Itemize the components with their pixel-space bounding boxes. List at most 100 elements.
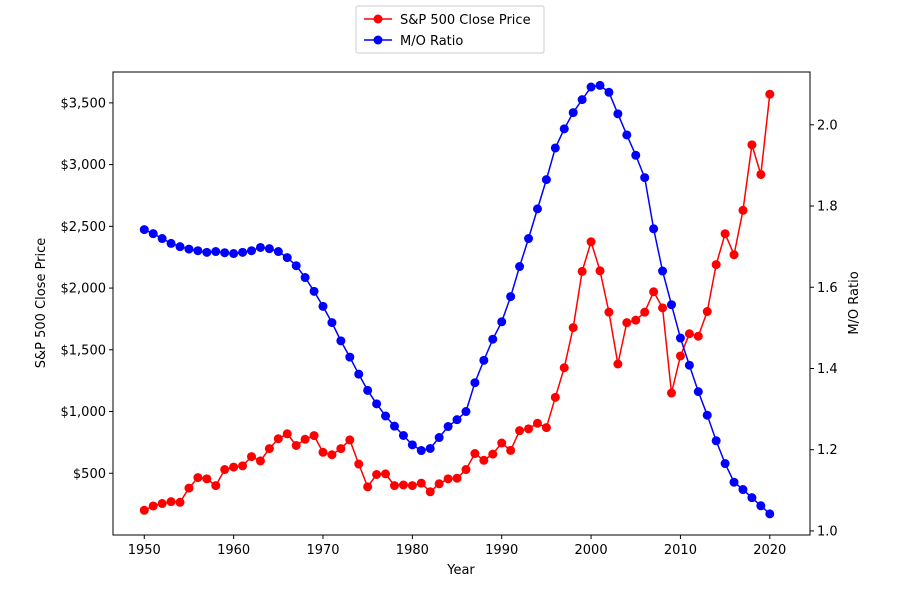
data-point bbox=[622, 130, 632, 140]
data-point bbox=[291, 261, 301, 271]
right-y-tick-label: 1.4 bbox=[817, 362, 838, 377]
legend-label-sp500: S&P 500 Close Price bbox=[400, 13, 531, 28]
left-y-axis-label: S&P 500 Close Price bbox=[34, 238, 49, 369]
data-point bbox=[532, 204, 542, 214]
data-point bbox=[425, 443, 435, 453]
data-point bbox=[729, 477, 739, 487]
legend-swatch-marker-mo-ratio bbox=[373, 35, 383, 45]
data-point bbox=[640, 173, 650, 183]
data-point bbox=[264, 244, 274, 254]
data-point bbox=[693, 387, 703, 397]
data-point bbox=[613, 109, 623, 119]
data-point bbox=[479, 455, 489, 465]
data-point bbox=[711, 436, 721, 446]
data-point bbox=[550, 143, 560, 153]
data-point bbox=[452, 415, 462, 425]
data-point bbox=[336, 336, 346, 346]
data-point bbox=[461, 465, 471, 475]
data-point bbox=[684, 329, 694, 339]
data-point bbox=[506, 445, 516, 455]
data-point bbox=[389, 481, 399, 491]
data-point bbox=[631, 150, 641, 160]
data-point bbox=[524, 424, 534, 434]
data-point bbox=[497, 438, 507, 448]
data-point bbox=[595, 80, 605, 90]
data-point bbox=[309, 431, 319, 441]
data-point bbox=[532, 418, 542, 428]
right-y-axis-ticks: 1.0 1.2 1.4 1.6 1.8 2.0 bbox=[810, 118, 838, 539]
data-point bbox=[157, 499, 167, 509]
data-point bbox=[711, 260, 721, 270]
data-point bbox=[693, 331, 703, 341]
data-point bbox=[327, 318, 337, 328]
right-y-tick-label: 1.0 bbox=[817, 524, 838, 539]
data-point bbox=[729, 250, 739, 260]
data-point bbox=[604, 307, 614, 317]
series-mo-ratio bbox=[139, 80, 775, 519]
x-tick-label: 2020 bbox=[753, 543, 786, 558]
data-point bbox=[381, 411, 391, 421]
data-point bbox=[541, 175, 551, 185]
data-point bbox=[658, 303, 668, 313]
data-point bbox=[631, 315, 641, 325]
data-point bbox=[389, 421, 399, 431]
data-point bbox=[568, 323, 578, 333]
left-y-tick-label: $3,500 bbox=[61, 96, 107, 111]
data-point bbox=[720, 459, 730, 469]
data-point bbox=[738, 205, 748, 215]
data-point bbox=[640, 307, 650, 317]
data-point bbox=[506, 292, 516, 302]
data-point bbox=[586, 82, 596, 92]
data-point bbox=[300, 273, 310, 283]
data-point bbox=[184, 244, 194, 254]
right-y-tick-label: 1.6 bbox=[817, 281, 838, 296]
left-y-tick-label: $1,000 bbox=[61, 405, 107, 420]
x-tick-label: 1980 bbox=[396, 543, 429, 558]
legend-frame bbox=[355, 5, 545, 54]
left-y-tick-label: $500 bbox=[73, 467, 106, 482]
data-point bbox=[649, 287, 659, 297]
data-point bbox=[675, 333, 685, 343]
data-point bbox=[220, 248, 230, 258]
data-point bbox=[318, 301, 328, 311]
data-point bbox=[666, 300, 676, 310]
data-point bbox=[193, 246, 203, 256]
data-point bbox=[407, 440, 417, 450]
data-point bbox=[255, 456, 265, 466]
data-point bbox=[202, 247, 212, 257]
right-y-tick-label: 1.2 bbox=[817, 443, 838, 458]
data-point bbox=[166, 238, 176, 248]
data-point bbox=[398, 480, 408, 490]
data-point bbox=[747, 493, 757, 503]
series-line bbox=[143, 84, 771, 515]
data-point bbox=[166, 497, 176, 507]
data-point bbox=[211, 481, 221, 491]
data-point bbox=[211, 247, 221, 257]
data-point bbox=[622, 318, 632, 328]
data-point bbox=[658, 266, 668, 276]
x-axis-ticks: 1950 1960 1970 1980 1990 2000 2010 2020 bbox=[128, 535, 786, 558]
x-tick-label: 2010 bbox=[664, 543, 697, 558]
data-point bbox=[345, 352, 355, 362]
data-point bbox=[577, 95, 587, 105]
series-line bbox=[143, 94, 771, 511]
data-point bbox=[515, 262, 525, 272]
data-point bbox=[148, 229, 158, 239]
data-point bbox=[264, 444, 274, 454]
data-point bbox=[157, 234, 167, 244]
data-point bbox=[595, 266, 605, 276]
data-point bbox=[756, 501, 766, 511]
data-point bbox=[273, 247, 283, 257]
data-point bbox=[747, 140, 757, 150]
data-point bbox=[461, 407, 471, 417]
data-point bbox=[282, 429, 292, 439]
data-point bbox=[363, 482, 373, 492]
series-layer bbox=[139, 80, 775, 519]
series-sp500-close-price bbox=[139, 89, 775, 515]
data-point bbox=[416, 446, 426, 456]
data-point bbox=[541, 423, 551, 433]
data-point bbox=[586, 237, 596, 247]
right-y-axis-label: M/O Ratio bbox=[847, 271, 862, 334]
data-point bbox=[416, 478, 426, 488]
